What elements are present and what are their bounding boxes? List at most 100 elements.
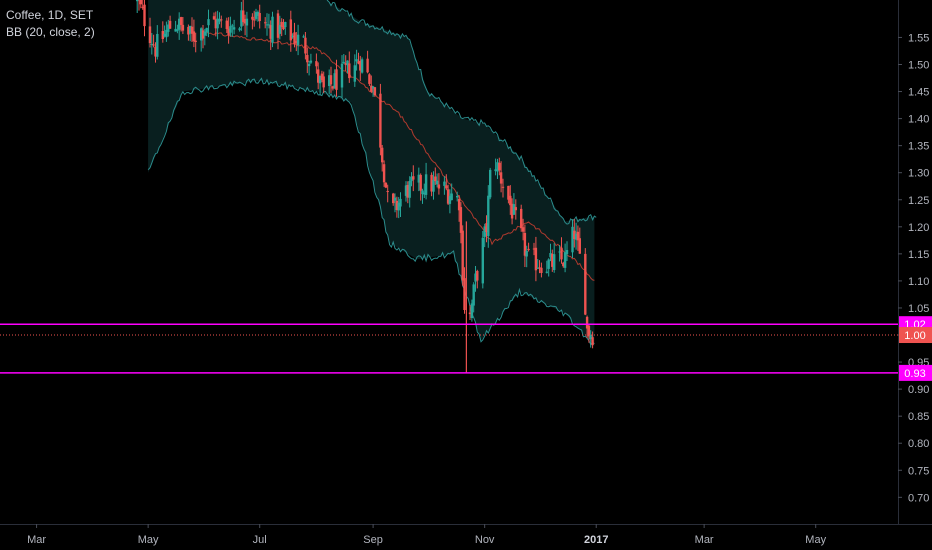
- legend-indicator[interactable]: BB (20, close, 2): [6, 25, 95, 39]
- candle-body: [253, 19, 256, 21]
- candle-body: [329, 75, 333, 85]
- candle-body: [317, 69, 320, 83]
- candle-body: [295, 41, 298, 43]
- candle-body: [456, 196, 459, 198]
- candle-body: [494, 169, 497, 172]
- candle-body: [509, 195, 512, 206]
- time-axis[interactable]: Mar May Jul Sep Nov 2017 Mar May: [27, 524, 827, 546]
- x-tick-label: Nov: [475, 534, 495, 546]
- candle-body: [562, 262, 565, 267]
- y-tick-label: 1.35: [908, 141, 929, 153]
- candle-body: [348, 63, 351, 79]
- candle-body: [353, 65, 356, 82]
- last-price-tag-bg: [899, 327, 932, 344]
- candle-body: [430, 174, 433, 192]
- candle-body: [370, 85, 373, 92]
- candle-body: [434, 176, 437, 182]
- candle-body: [293, 32, 296, 45]
- candle-body: [587, 325, 591, 337]
- candle-body: [212, 16, 216, 20]
- candle-body: [192, 31, 196, 42]
- x-tick-label: May: [805, 534, 826, 546]
- candle-body: [203, 31, 206, 36]
- candle-body: [136, 0, 139, 2]
- y-tick-label: 0.80: [908, 438, 929, 450]
- candle-body: [547, 259, 550, 269]
- y-tick-label: 1.15: [908, 249, 929, 261]
- y-tick-label: 1.30: [908, 168, 929, 180]
- candle-body: [200, 28, 203, 41]
- candle-body: [520, 208, 523, 229]
- candle-body: [333, 73, 336, 89]
- x-tick-label: Mar: [695, 534, 714, 546]
- candle-body: [342, 61, 345, 63]
- candle-body: [335, 69, 338, 90]
- candle-body: [328, 75, 331, 86]
- candle-body: [523, 233, 527, 256]
- candle-body: [269, 25, 272, 39]
- candle-body: [355, 59, 358, 62]
- candle-body: [461, 230, 464, 281]
- candle-body: [565, 250, 569, 254]
- candle-body: [251, 16, 254, 20]
- candle-body: [302, 36, 305, 38]
- candle-body: [152, 44, 155, 46]
- price-axis[interactable]: 0.700.750.800.850.900.951.001.051.101.15…: [898, 32, 929, 504]
- candle-body: [280, 21, 283, 27]
- candle-body: [165, 29, 168, 38]
- candle-body: [278, 25, 281, 34]
- candle-body: [382, 164, 386, 183]
- legend-symbol[interactable]: Coffee, 1D, SET: [6, 8, 94, 22]
- y-tick-label: 1.20: [908, 222, 929, 234]
- x-tick-label: Jul: [253, 534, 267, 546]
- candle-body: [360, 59, 364, 73]
- candle-body: [371, 86, 375, 89]
- candle-body: [392, 193, 395, 204]
- candle-body: [306, 54, 309, 63]
- candle-body: [242, 10, 245, 23]
- candle-body: [231, 25, 234, 27]
- y-tick-label: 1.05: [908, 303, 929, 315]
- x-tick-label: May: [138, 534, 159, 546]
- candle-body: [264, 22, 267, 24]
- y-tick-label: 1.25: [908, 195, 929, 207]
- candle-body: [445, 185, 448, 189]
- candle-body: [238, 28, 241, 31]
- candle-body: [476, 271, 479, 281]
- candle-body: [483, 226, 486, 237]
- candle-body: [386, 191, 389, 192]
- candle-body: [393, 197, 397, 201]
- candle-body: [307, 63, 311, 67]
- y-tick-label: 1.55: [908, 32, 929, 44]
- candle-body: [487, 195, 490, 236]
- candle-body: [395, 200, 399, 210]
- candle-body: [357, 61, 360, 64]
- candle-body: [496, 162, 499, 172]
- candle-body: [435, 180, 439, 185]
- candle-body: [315, 61, 318, 67]
- x-tick-label: 2017: [584, 534, 608, 546]
- candle-body: [309, 60, 313, 63]
- candle-body: [459, 207, 463, 233]
- candle-body: [216, 18, 219, 29]
- candle-body: [457, 199, 461, 211]
- candle-body: [551, 253, 554, 267]
- candle-body: [331, 86, 335, 89]
- candle-body: [267, 24, 271, 26]
- level-tag-label: 0.93: [904, 368, 925, 380]
- chart-legend: Coffee, 1D, SET BB (20, close, 2): [6, 7, 95, 41]
- candle-body: [534, 247, 538, 271]
- candle-body: [178, 18, 181, 30]
- candle-body: [498, 162, 501, 171]
- candle-body: [419, 175, 422, 191]
- last-price-tag-label: 1.00: [904, 330, 925, 342]
- y-tick-label: 0.90: [908, 384, 929, 396]
- candle-body: [265, 24, 269, 26]
- candle-body: [291, 35, 294, 38]
- horizontal-levels[interactable]: [0, 323, 898, 374]
- candle-body: [584, 253, 587, 315]
- candle-body: [589, 335, 592, 340]
- candle-body: [296, 34, 300, 46]
- candle-body: [359, 60, 362, 71]
